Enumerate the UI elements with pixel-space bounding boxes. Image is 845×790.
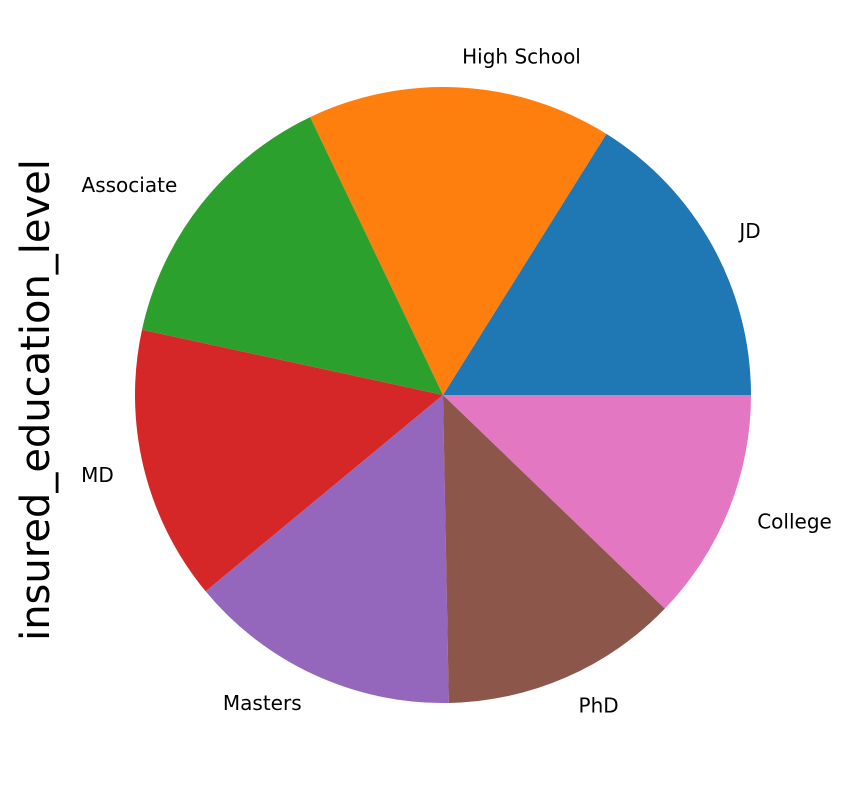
pie-label-jd: JD: [737, 219, 760, 243]
pie-label-high-school: High School: [462, 45, 581, 69]
pie-labels: JD High School Associate MD Masters PhD Colleg…: [81, 45, 832, 718]
y-axis-label: insured_education_level: [13, 159, 59, 641]
pie-label-md: MD: [81, 463, 114, 487]
pie-label-masters: Masters: [223, 691, 302, 715]
pie-slice-jd: [443, 133, 751, 396]
pie-slices: [134, 86, 751, 704]
pie-slice-high-school: [310, 86, 607, 396]
pie-slice-college: [443, 395, 751, 609]
pie-label-associate: Associate: [82, 173, 178, 197]
pie-slice-associate: [142, 117, 443, 395]
pie-label-phd: PhD: [579, 694, 619, 718]
pie-slice-phd: [443, 395, 665, 703]
pie-label-college: College: [757, 510, 832, 534]
pie-slice-masters: [205, 395, 449, 704]
pie-slice-md: [134, 329, 443, 592]
